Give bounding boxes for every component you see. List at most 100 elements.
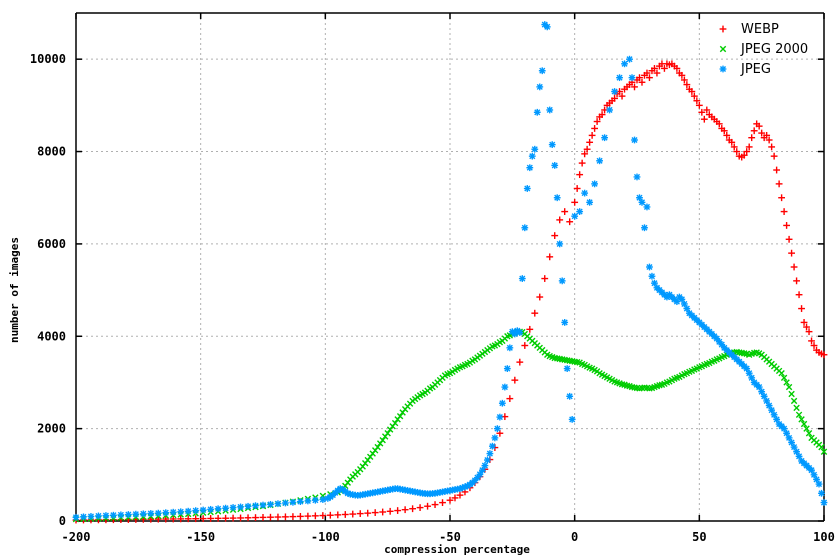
data-point-marker	[379, 508, 387, 516]
data-point-marker	[790, 263, 798, 271]
data-point-marker	[631, 136, 638, 144]
data-point-marker	[391, 419, 399, 427]
y-tick-label: 8000	[37, 145, 66, 159]
data-point-marker	[132, 510, 140, 518]
data-point-marker	[633, 173, 641, 181]
data-point-marker	[199, 506, 207, 514]
data-point-marker	[214, 505, 222, 513]
data-point-marker	[618, 92, 626, 100]
data-point-marker	[481, 462, 489, 469]
data-point-marker	[379, 436, 386, 444]
y-tick-label: 4000	[37, 329, 66, 343]
data-point-marker	[583, 145, 591, 153]
data-point-marker	[117, 511, 125, 519]
data-point-marker	[820, 448, 828, 455]
data-point-marker	[601, 134, 608, 142]
data-point-marker	[631, 83, 638, 91]
data-point-marker	[755, 122, 763, 130]
y-tick-label: 10000	[30, 52, 66, 66]
data-point-marker	[496, 413, 504, 421]
data-point-marker	[820, 351, 828, 359]
data-point-marker	[698, 108, 706, 116]
data-point-marker	[528, 152, 536, 160]
data-point-marker	[743, 148, 751, 155]
data-point-marker	[506, 344, 514, 352]
data-point-marker	[586, 198, 594, 206]
data-point-marker	[401, 506, 409, 514]
data-point-marker	[237, 503, 244, 511]
data-point-marker	[439, 499, 446, 507]
data-point-marker	[646, 74, 653, 82]
data-point-marker	[795, 411, 803, 418]
data-point-marker	[491, 434, 499, 442]
data-point-marker	[820, 499, 828, 506]
data-point-marker	[102, 512, 110, 519]
data-point-marker	[199, 515, 207, 522]
data-point-marker	[80, 513, 87, 521]
data-point-marker	[364, 509, 372, 517]
legend-label-webp[interactable]: WEBP	[741, 22, 779, 37]
data-point-marker	[693, 97, 701, 105]
data-point-marker	[788, 390, 795, 398]
data-point-marker	[770, 411, 778, 419]
data-point-marker	[778, 370, 785, 377]
data-point-marker	[409, 505, 416, 513]
data-point-marker	[770, 152, 778, 160]
legend-label-jpeg-2000[interactable]: JPEG 2000	[740, 42, 808, 57]
data-point-marker	[581, 150, 589, 158]
data-point-marker	[546, 253, 554, 261]
data-point-marker	[523, 185, 531, 192]
tick-labels: 0 2000 4000 6000 8000 10000 -200 -150 -100 -50 0 50…	[30, 52, 835, 544]
data-point-marker	[162, 515, 170, 523]
data-point-marker	[501, 383, 509, 391]
data-point-marker	[800, 319, 808, 326]
data-point-marker	[719, 25, 727, 33]
x-tick-label: 100	[813, 530, 835, 544]
data-point-marker	[274, 500, 282, 508]
data-point-marker	[289, 498, 297, 506]
data-point-marker	[795, 291, 803, 299]
data-point-marker	[184, 515, 192, 523]
data-point-marker	[628, 74, 636, 82]
data-point-marker	[334, 511, 342, 519]
data-point-marker	[124, 511, 132, 518]
data-point-marker	[192, 515, 200, 523]
data-point-marker	[531, 309, 539, 317]
data-point-marker	[326, 511, 334, 519]
chart-legend: WEBP JPEG 2000 JPEG	[719, 22, 808, 77]
data-point-marker	[616, 74, 623, 82]
data-point-marker	[556, 216, 564, 224]
data-point-marker	[341, 511, 349, 518]
legend-label-jpeg[interactable]: JPEG	[740, 62, 771, 77]
data-point-marker	[551, 162, 559, 169]
data-point-marker	[207, 515, 215, 522]
data-point-marker	[780, 208, 788, 215]
data-point-marker	[536, 293, 544, 301]
x-tick-label: -200	[62, 530, 91, 544]
data-point-marker	[541, 275, 549, 282]
data-point-marker	[543, 23, 551, 31]
data-point-marker	[715, 120, 723, 128]
data-point-marker	[765, 136, 773, 144]
data-point-marker	[703, 106, 711, 114]
data-point-marker	[773, 166, 781, 174]
data-point-marker	[394, 507, 402, 514]
data-point-marker	[349, 510, 357, 518]
data-point-marker	[719, 45, 727, 53]
data-point-marker	[588, 131, 596, 139]
data-point-marker	[783, 379, 790, 386]
y-tick-label: 6000	[37, 237, 66, 251]
data-point-marker	[578, 159, 586, 167]
data-point-marker	[297, 498, 304, 506]
data-point-marker	[626, 55, 633, 63]
data-point-marker	[431, 501, 439, 509]
data-point-marker	[259, 501, 267, 509]
data-point-marker	[566, 392, 574, 400]
data-point-marker	[808, 337, 815, 345]
series-jpeg	[72, 21, 828, 521]
data-point-marker	[653, 69, 661, 77]
data-point-marker	[641, 224, 648, 232]
data-point-marker	[516, 329, 524, 336]
data-point-marker	[533, 108, 541, 116]
